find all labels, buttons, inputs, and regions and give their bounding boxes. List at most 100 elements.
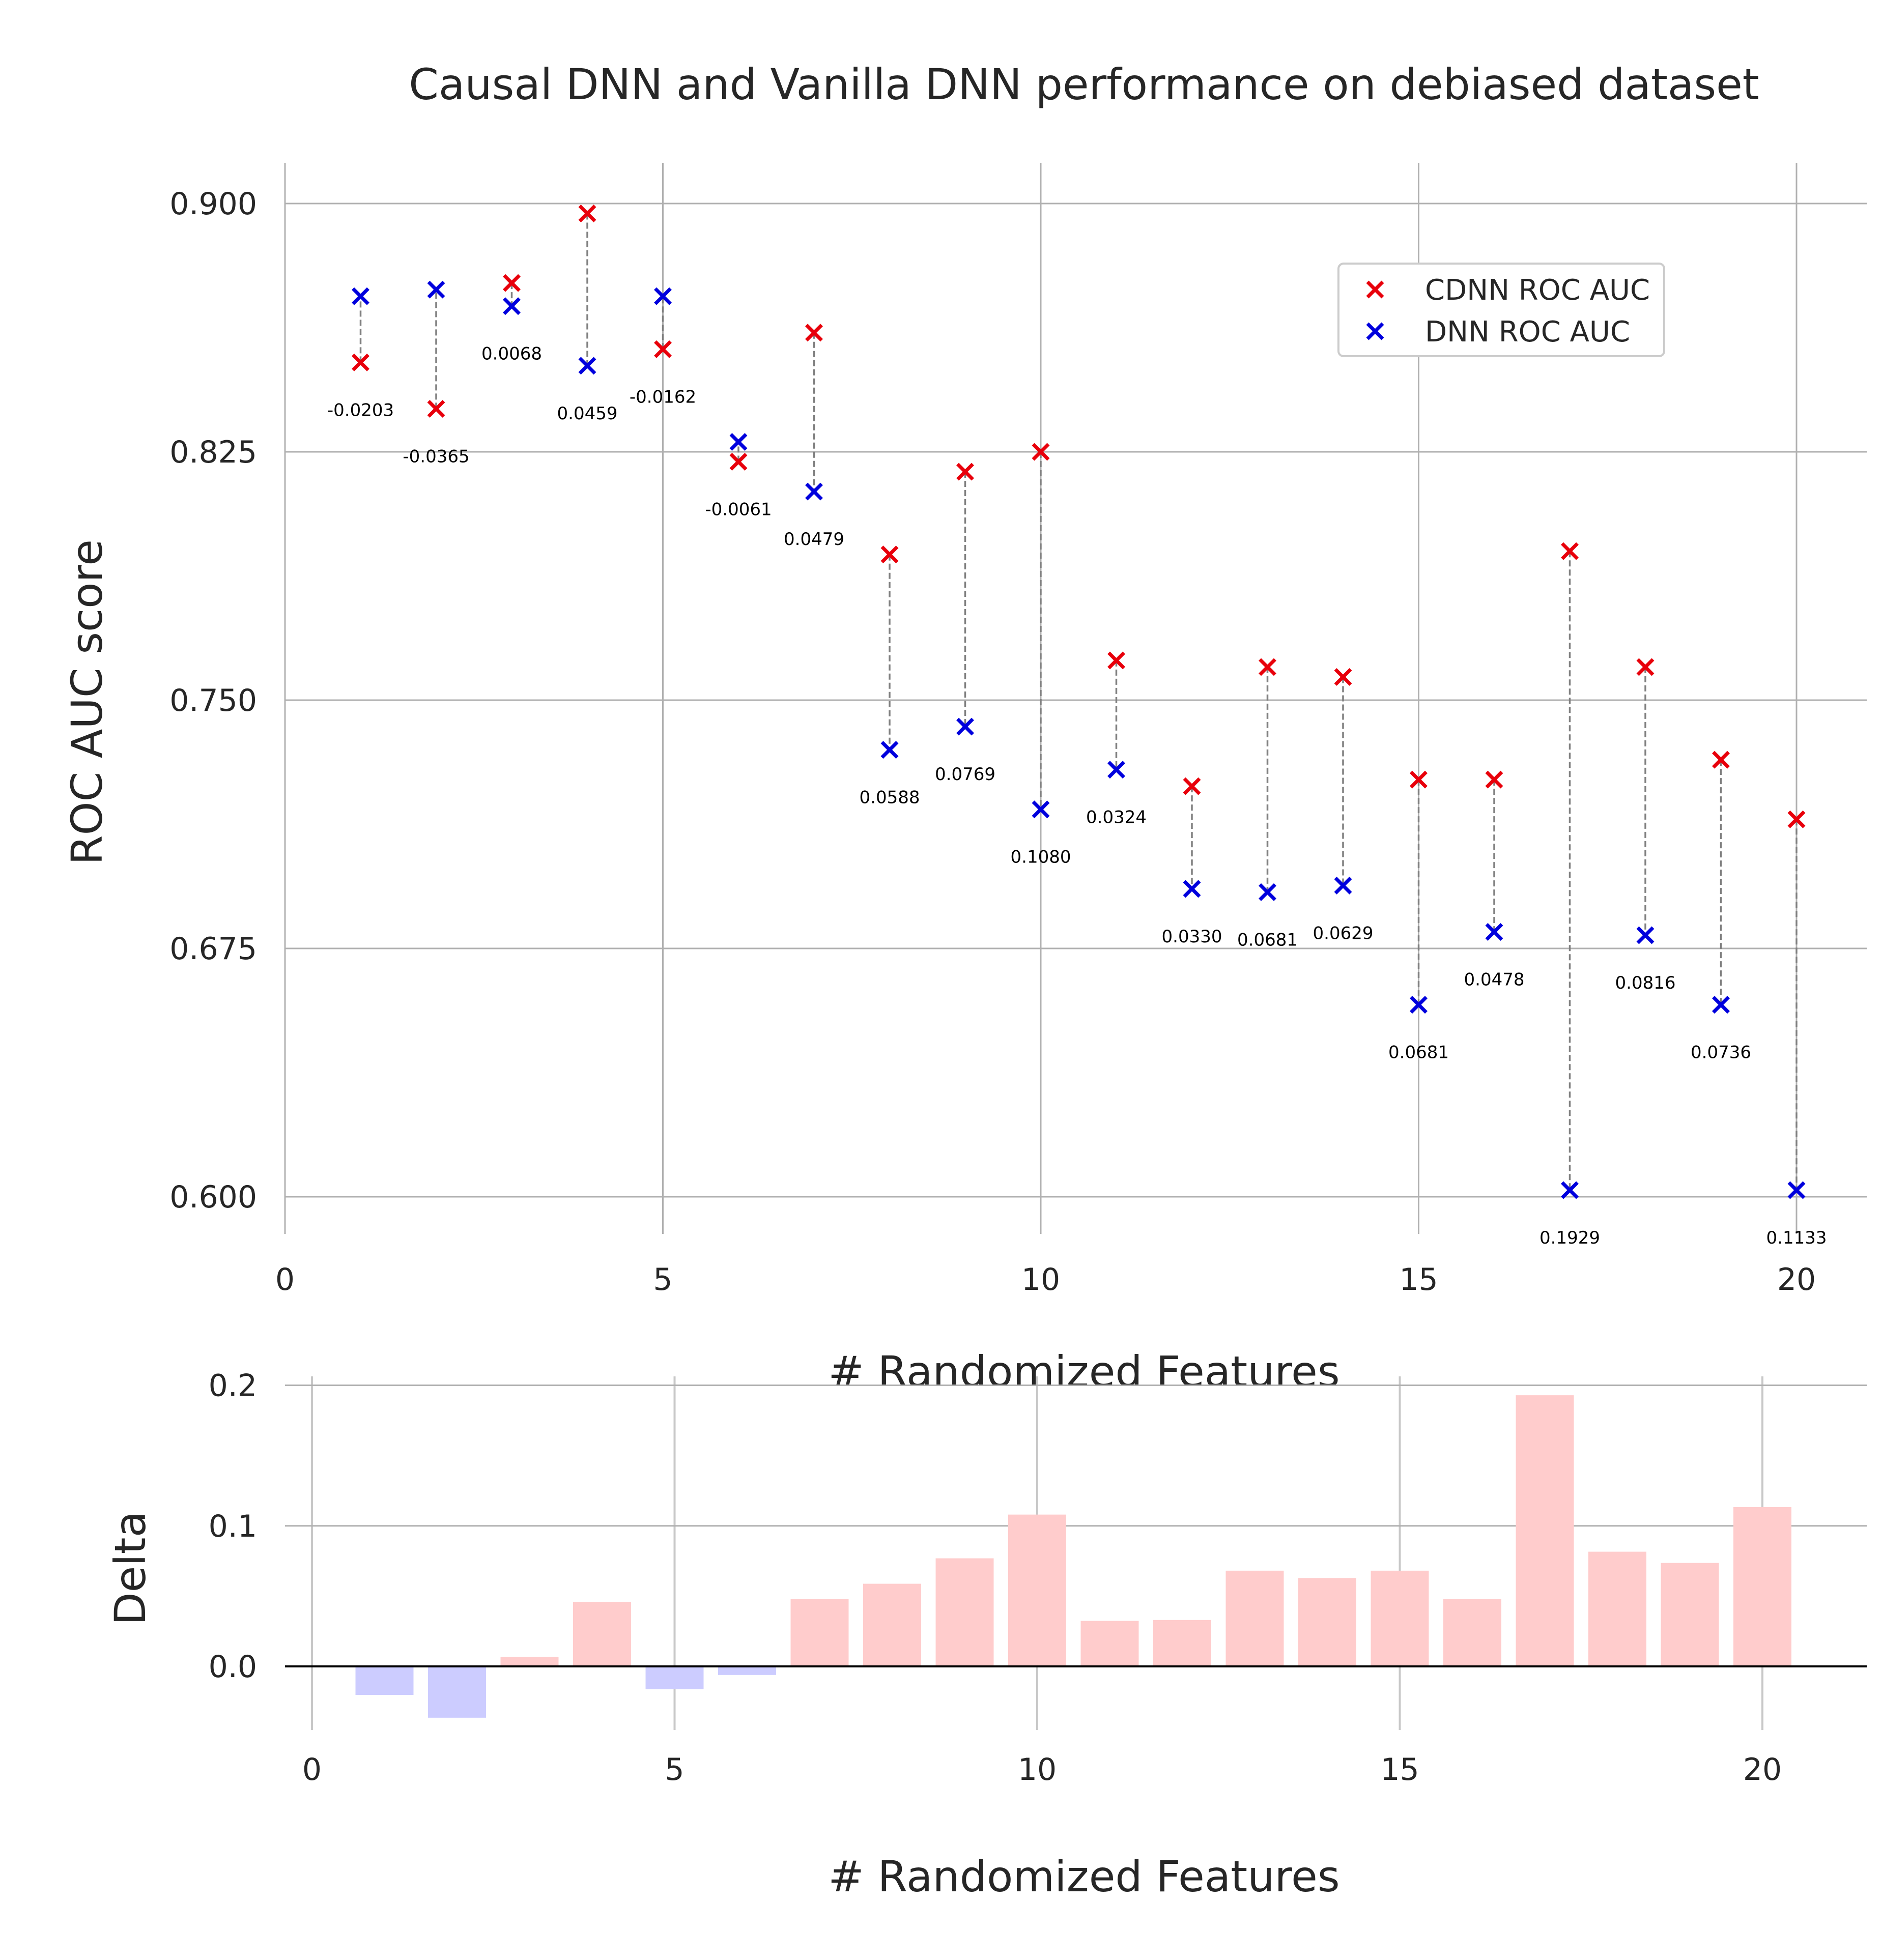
- cdnn-point-stroke: [1636, 658, 1655, 676]
- cdnn-point: [880, 545, 899, 564]
- dnn-point-stroke: [427, 280, 445, 299]
- delta-annotation: 0.0629: [1313, 923, 1374, 943]
- chart-title: Causal DNN and Vanilla DNN performance o…: [409, 60, 1759, 109]
- cdnn-point-stroke: [1410, 770, 1428, 789]
- dnn-point: [880, 741, 899, 759]
- cdnn-point: [427, 399, 445, 418]
- cdnn-point: [1410, 770, 1428, 789]
- dnn-point-stroke: [654, 287, 672, 305]
- delta-annotation: 0.1929: [1539, 1228, 1600, 1248]
- scatter-grid: [284, 163, 1867, 1234]
- dnn-point: [1636, 926, 1655, 944]
- scatter-x-tick-label: 10: [1021, 1262, 1060, 1298]
- dnn-point-stroke: [1410, 996, 1428, 1014]
- dnn-point: [578, 357, 596, 375]
- cdnn-point-stroke: [654, 340, 672, 358]
- legend-marker-stroke: [1366, 322, 1384, 340]
- delta-y-tick-label: 0.2: [209, 1368, 257, 1404]
- cdnn-point: [352, 353, 369, 371]
- dnn-point: [1107, 761, 1125, 779]
- cdnn-point-stroke: [578, 205, 596, 222]
- scatter-y-tick-label: 0.600: [169, 1179, 257, 1215]
- delta-bar: [1733, 1507, 1791, 1666]
- dnn-point-stroke: [578, 357, 596, 375]
- delta-annotation: 0.0459: [557, 403, 618, 424]
- scatter-points: [352, 205, 1806, 1199]
- dnn-point: [352, 287, 369, 305]
- dnn-point: [1787, 1181, 1806, 1199]
- legend-marker: [1366, 280, 1384, 299]
- delta-x-tick-label: 5: [665, 1752, 684, 1788]
- cdnn-point-stroke: [1183, 777, 1201, 795]
- delta-annotation: 0.0324: [1086, 808, 1147, 828]
- cdnn-point-stroke: [1334, 668, 1352, 686]
- cdnn-point-stroke: [880, 545, 899, 564]
- cdnn-point: [1334, 668, 1352, 686]
- cdnn-point: [805, 324, 823, 342]
- delta-bar: [1080, 1621, 1139, 1666]
- delta-bar: [1443, 1599, 1501, 1666]
- scatter-ticks: 0 5 10 15 20 0.600 0.675 0.750 0.825 0.900: [169, 186, 1816, 1298]
- delta-bar: [1153, 1620, 1211, 1666]
- cdnn-point-stroke: [1032, 443, 1050, 461]
- dnn-point: [729, 433, 748, 451]
- scatter-x-tick-label: 15: [1399, 1262, 1438, 1298]
- cdnn-point: [654, 340, 672, 358]
- delta-y-tick-label: 0.1: [209, 1509, 257, 1544]
- delta-bar: [1225, 1570, 1284, 1666]
- scatter-panel: -0.0203 -0.0365 0.0068 0.0459 -0.0162 -0.0061…: [62, 60, 1867, 1397]
- delta-x-tick-label: 0: [302, 1752, 322, 1788]
- delta-annotation: 0.0769: [935, 764, 995, 785]
- cdnn-point: [1636, 658, 1655, 676]
- dnn-point: [427, 280, 445, 299]
- delta-bar: [355, 1666, 414, 1695]
- legend-marker-stroke: [1366, 280, 1384, 299]
- scatter-annotations: -0.0203 -0.0365 0.0068 0.0459 -0.0162 -0.0061…: [327, 344, 1827, 1248]
- cdnn-point: [1712, 751, 1730, 769]
- scatter-y-tick-label: 0.675: [169, 931, 257, 967]
- dnn-point-stroke: [1712, 996, 1730, 1014]
- delta-x-axis-label: # Randomized Features: [828, 1852, 1339, 1901]
- cdnn-point-stroke: [1107, 651, 1125, 670]
- delta-annotation: 0.0816: [1615, 973, 1676, 993]
- delta-bar: [645, 1666, 704, 1689]
- delta-annotation: 0.0330: [1162, 927, 1222, 947]
- scatter-y-tick-label: 0.750: [169, 683, 257, 718]
- delta-bar: [1588, 1551, 1646, 1666]
- delta-annotation: 0.0736: [1691, 1043, 1751, 1063]
- delta-bar: [863, 1583, 921, 1666]
- delta-panel: 0 5 10 15 20 0.0 0.1 0.2 Delta # Randomized Fea…: [105, 1368, 1867, 1901]
- delta-bar: [500, 1657, 559, 1666]
- cdnn-point-stroke: [1787, 810, 1806, 828]
- cdnn-point: [503, 274, 521, 292]
- dnn-point-stroke: [1485, 923, 1503, 941]
- delta-bars: [285, 1395, 1867, 1718]
- dnn-point-stroke: [880, 741, 899, 759]
- dnn-point: [1259, 883, 1276, 901]
- dnn-point-stroke: [1334, 876, 1352, 895]
- delta-x-tick-label: 15: [1380, 1752, 1419, 1788]
- dnn-point-stroke: [805, 482, 823, 501]
- delta-ticks: 0 5 10 15 20 0.0 0.1 0.2: [209, 1368, 1782, 1788]
- dnn-point: [956, 717, 974, 736]
- legend-box: [1337, 263, 1665, 357]
- cdnn-point-stroke: [729, 453, 748, 471]
- dnn-point-stroke: [1183, 880, 1201, 898]
- dnn-point-stroke: [352, 287, 369, 305]
- delta-annotation: 0.0681: [1388, 1043, 1449, 1063]
- delta-annotation: 0.1133: [1766, 1228, 1827, 1248]
- dnn-point: [1485, 923, 1503, 941]
- cdnn-point: [1183, 777, 1201, 795]
- delta-annotation: -0.0162: [630, 387, 696, 407]
- legend-entry-label: CDNN ROC AUC: [1425, 274, 1650, 307]
- dnn-point-stroke: [1032, 800, 1050, 819]
- scatter-y-tick-label: 0.825: [169, 435, 257, 470]
- cdnn-point-stroke: [1712, 751, 1730, 769]
- dnn-point-stroke: [1636, 926, 1655, 944]
- dnn-point: [1712, 996, 1730, 1014]
- cdnn-point-stroke: [1259, 658, 1276, 676]
- cdnn-point: [729, 453, 748, 471]
- scatter-y-tick-label: 0.900: [169, 186, 257, 222]
- legend-marker: [1366, 322, 1384, 340]
- cdnn-point-stroke: [1485, 770, 1503, 789]
